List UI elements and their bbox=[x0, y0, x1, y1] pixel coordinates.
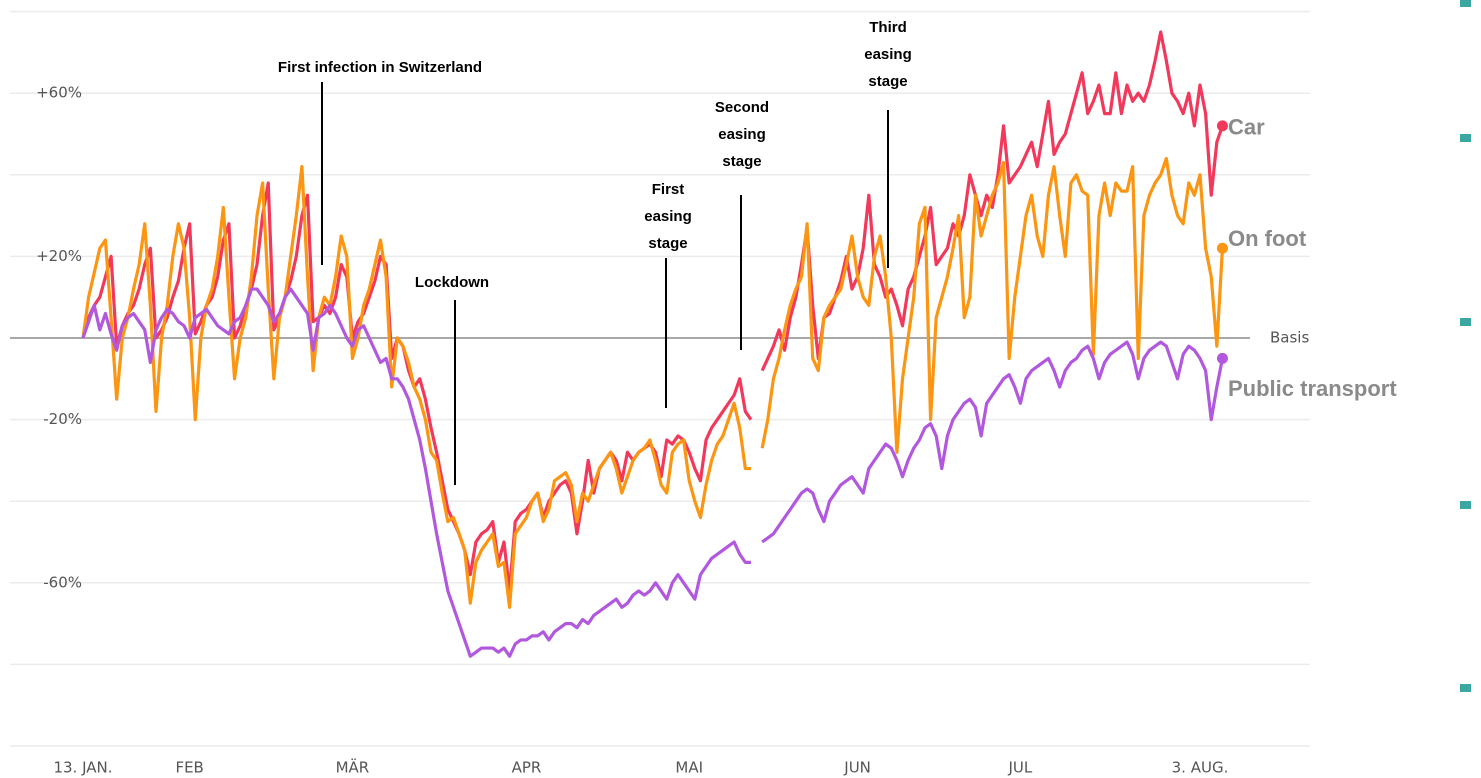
x-tick-label: JUL bbox=[1007, 759, 1032, 777]
series-line bbox=[81, 287, 1225, 658]
side-marker bbox=[1460, 684, 1471, 692]
end-point bbox=[1216, 120, 1228, 132]
x-tick-label: APR bbox=[512, 759, 542, 777]
annotation: Lockdown bbox=[415, 274, 489, 291]
y-tick-label: -20% bbox=[43, 410, 82, 428]
annotation: stage bbox=[648, 235, 687, 252]
side-marker bbox=[1460, 0, 1471, 7]
annotation: stage bbox=[722, 153, 761, 170]
end-point bbox=[1216, 242, 1228, 254]
side-marker bbox=[1460, 318, 1471, 326]
series-label: Public transport bbox=[1228, 376, 1397, 401]
annotation: First bbox=[652, 181, 685, 198]
annotation: Third bbox=[869, 19, 907, 36]
y-tick-label: +60% bbox=[36, 84, 82, 102]
side-marker bbox=[1460, 501, 1471, 509]
series-line bbox=[81, 156, 1225, 609]
x-tick-label: 3. AUG. bbox=[1172, 759, 1229, 777]
side-markers bbox=[1460, 0, 1471, 692]
end-point bbox=[1216, 352, 1228, 364]
series-label: Car bbox=[1228, 115, 1265, 140]
x-tick-label: FEB bbox=[175, 759, 203, 777]
x-tick-label: 13. JAN. bbox=[53, 759, 112, 777]
annotation: easing bbox=[718, 126, 766, 143]
side-marker bbox=[1460, 134, 1471, 142]
x-tick-label: JUN bbox=[843, 759, 871, 777]
y-tick-label: -60% bbox=[43, 573, 82, 591]
series-line bbox=[81, 30, 1224, 593]
series-label: On foot bbox=[1228, 226, 1307, 251]
annotation: easing bbox=[644, 208, 692, 225]
annotation: stage bbox=[868, 73, 907, 90]
annotation: Second bbox=[715, 99, 769, 116]
annotation: easing bbox=[864, 46, 912, 63]
annotation: First infection in Switzerland bbox=[278, 59, 482, 76]
y-tick-label: +20% bbox=[36, 247, 82, 265]
baseline-label: Basis bbox=[1270, 329, 1309, 347]
x-tick-label: MÄR bbox=[336, 758, 370, 777]
x-tick-label: MAI bbox=[675, 759, 703, 777]
